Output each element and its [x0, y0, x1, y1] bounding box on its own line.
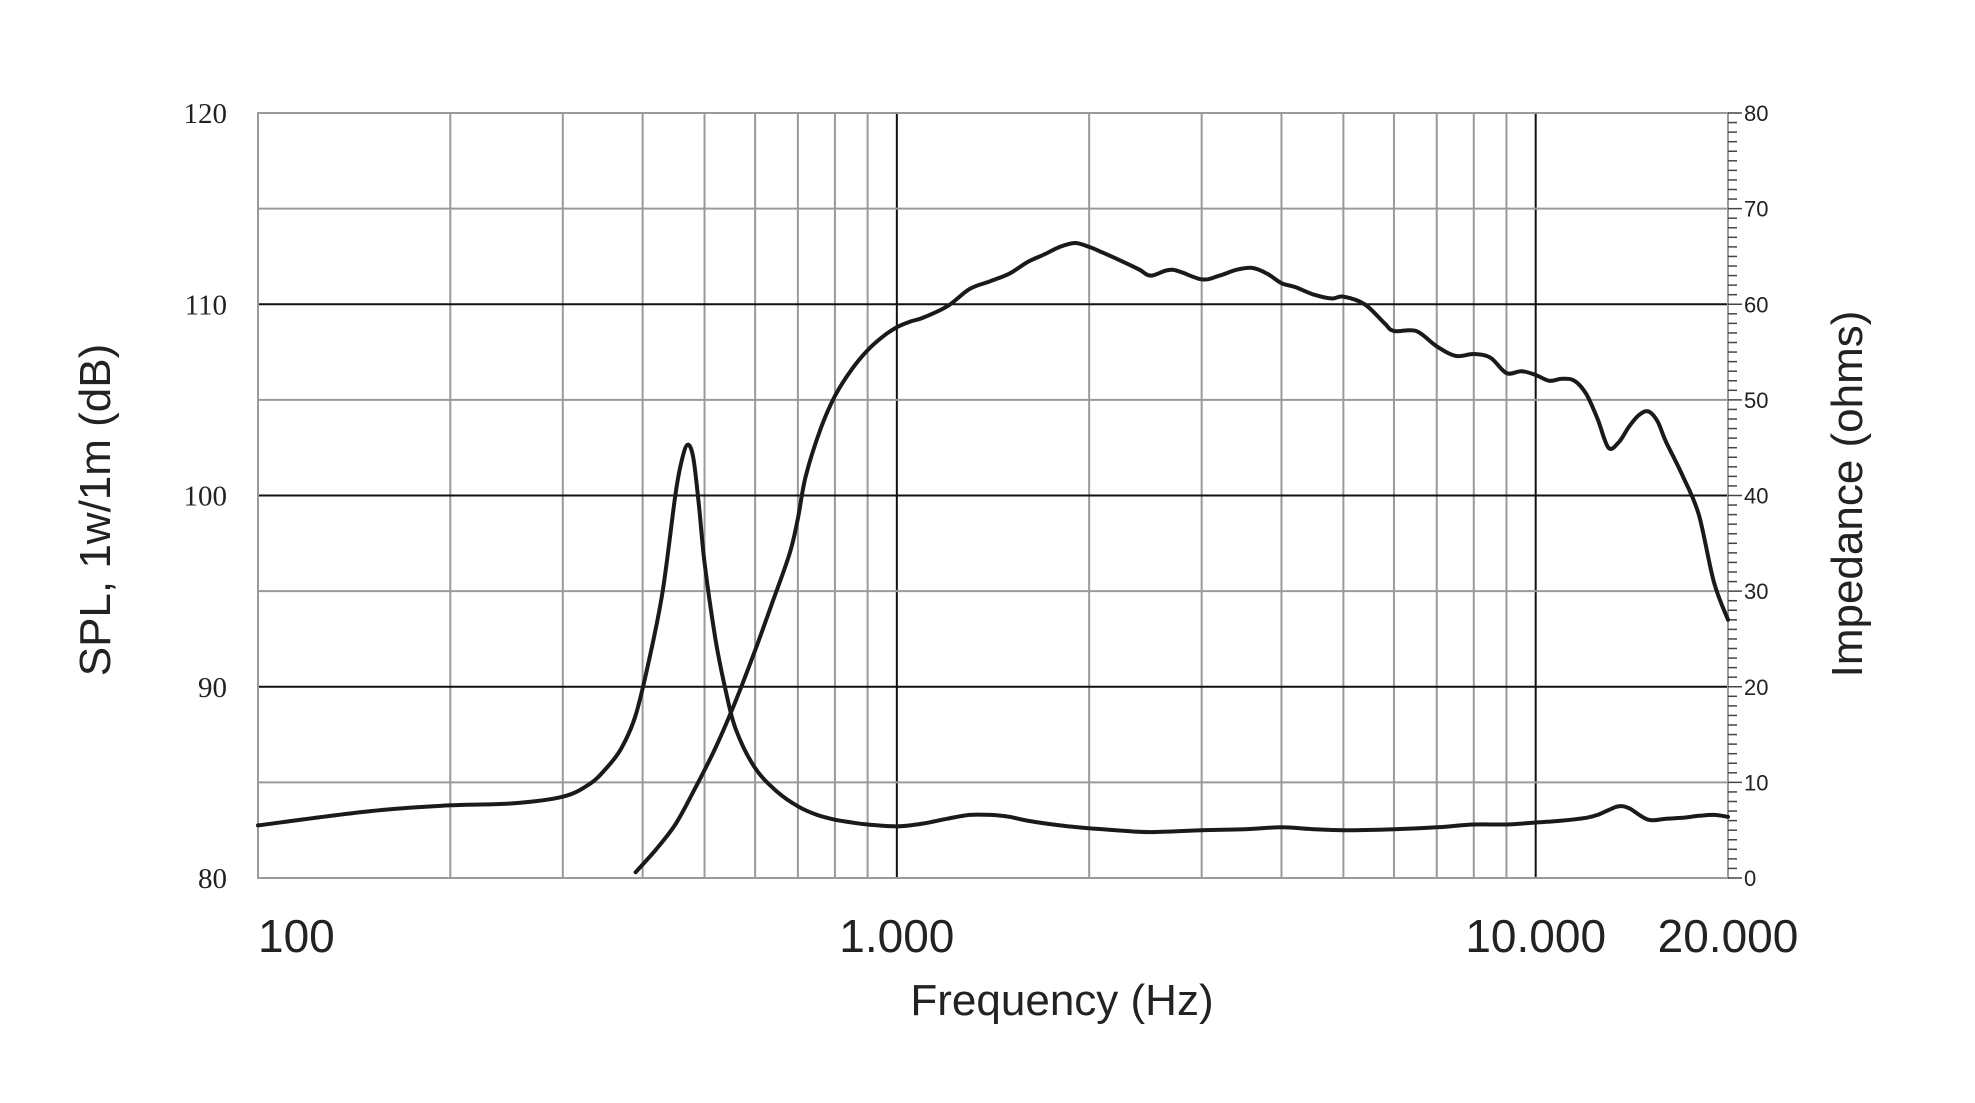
y-axis-title: SPL, 1w/1m (dB)	[71, 344, 120, 677]
grid	[258, 113, 1728, 878]
impedance-curve	[256, 442, 1730, 835]
y2-tick-label: 10	[1744, 770, 1768, 795]
spl-curve	[633, 241, 1730, 875]
y2-tick-label: 80	[1744, 101, 1768, 126]
x-tick-label: 1.000	[839, 910, 954, 962]
y-tick-label: 110	[185, 289, 227, 321]
y-tick-label: 120	[184, 98, 228, 130]
y-tick-label: 100	[184, 481, 228, 513]
curves	[256, 241, 1730, 875]
y2-tick-label: 0	[1744, 866, 1756, 891]
y2-tick-label: 40	[1744, 484, 1768, 509]
y2-tick-label: 60	[1744, 292, 1768, 317]
right-axis-minor-ticks	[1728, 112, 1742, 879]
y-tick-label: 80	[198, 863, 227, 895]
y2-tick-label: 50	[1744, 388, 1768, 413]
x-axis-title: Frequency (Hz)	[910, 976, 1213, 1025]
y2-axis-title: Impedance (ohms)	[1823, 311, 1872, 678]
y-tick-label: 90	[198, 672, 227, 704]
x-tick-label: 100	[258, 910, 335, 962]
y2-tick-label: 30	[1744, 579, 1768, 604]
x-tick-label: 10.000	[1465, 910, 1606, 962]
tick-labels: 80 90 100 110 120 0 10 20 30 40 50 60 70 80 100 1.000 10…	[184, 98, 1799, 962]
x-tick-label: 20.000	[1658, 910, 1799, 962]
y2-tick-label: 20	[1744, 675, 1768, 700]
y2-tick-label: 70	[1744, 197, 1768, 222]
